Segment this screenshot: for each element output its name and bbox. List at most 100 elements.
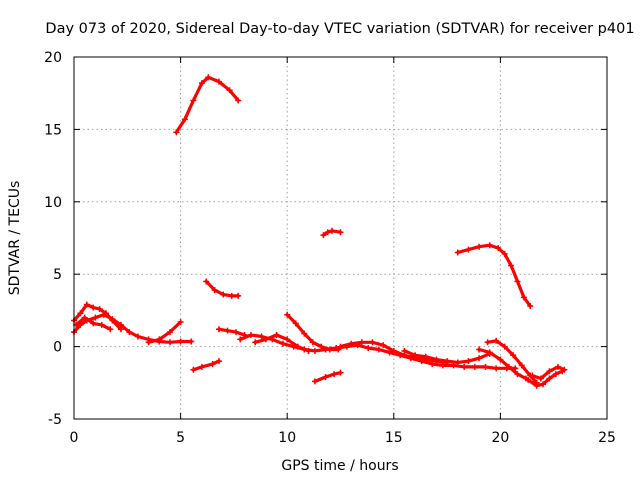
- chart-title: Day 073 of 2020, Sidereal Day-to-day VTE…: [45, 21, 634, 37]
- data-point: [433, 356, 440, 363]
- data-point: [476, 243, 483, 250]
- data-point: [552, 371, 559, 378]
- data-point: [514, 278, 521, 285]
- data-point: [198, 80, 205, 87]
- data-point: [198, 363, 205, 370]
- data-point: [284, 336, 291, 343]
- data-point: [482, 363, 489, 370]
- data-point: [90, 320, 97, 327]
- series-arc-8: [217, 327, 247, 337]
- data-point: [203, 278, 210, 285]
- x-tick-label: 10: [278, 430, 296, 446]
- data-point: [166, 329, 173, 336]
- data-point: [166, 339, 173, 346]
- data-point: [471, 363, 478, 370]
- data-point: [331, 371, 338, 378]
- data-point: [465, 358, 472, 365]
- data-point: [109, 317, 116, 324]
- data-point: [454, 249, 461, 256]
- data-point: [126, 329, 133, 336]
- data-point: [311, 378, 318, 385]
- data-point: [324, 229, 331, 236]
- series-layer: [71, 74, 568, 389]
- data-point: [412, 352, 419, 359]
- data-point: [107, 326, 114, 333]
- data-point: [237, 336, 244, 343]
- x-tick-label: 5: [176, 430, 185, 446]
- data-point: [226, 87, 233, 94]
- y-tick-label: 5: [53, 267, 62, 283]
- data-point: [205, 74, 212, 81]
- data-point: [561, 366, 568, 373]
- y-tick-label: 10: [44, 195, 62, 211]
- y-tick-label: -5: [48, 412, 62, 428]
- data-point: [102, 310, 109, 317]
- data-point: [358, 339, 365, 346]
- data-point: [188, 338, 195, 345]
- data-point: [322, 374, 329, 381]
- data-point: [318, 343, 325, 350]
- plot-frame: [73, 56, 608, 420]
- data-point: [501, 343, 508, 350]
- series-arc-16: [456, 243, 532, 308]
- data-point: [252, 339, 259, 346]
- data-point: [262, 336, 269, 343]
- x-tick-label: 15: [385, 430, 403, 446]
- data-point: [301, 330, 308, 337]
- data-point: [529, 372, 536, 379]
- data-point: [518, 362, 525, 369]
- data-point: [486, 349, 493, 356]
- data-point: [156, 336, 163, 343]
- x-tick-label: 20: [491, 430, 509, 446]
- y-tick-label: 15: [44, 122, 62, 138]
- data-point: [380, 342, 387, 349]
- data-point: [173, 129, 180, 136]
- data-point: [190, 366, 197, 373]
- data-point: [540, 381, 547, 388]
- grid: [74, 57, 607, 419]
- data-point: [484, 339, 491, 346]
- data-point: [514, 371, 521, 378]
- data-point: [454, 359, 461, 366]
- data-point: [554, 363, 561, 370]
- data-point: [337, 369, 344, 376]
- data-point: [305, 347, 312, 354]
- data-point: [311, 347, 318, 354]
- data-point: [493, 365, 500, 372]
- data-point: [520, 294, 527, 301]
- data-point: [546, 375, 553, 382]
- data-point: [228, 292, 235, 299]
- data-point: [497, 356, 504, 363]
- data-point: [247, 332, 254, 339]
- data-point: [465, 246, 472, 253]
- data-point: [320, 232, 327, 239]
- data-point: [348, 340, 355, 347]
- data-point: [258, 333, 265, 340]
- series-arc-13: [313, 371, 343, 383]
- series-arc-9: [238, 333, 517, 370]
- data-point: [533, 382, 540, 389]
- data-point: [294, 343, 301, 350]
- data-point: [525, 376, 532, 383]
- data-point: [284, 311, 291, 318]
- data-point: [537, 375, 544, 382]
- data-point: [145, 339, 152, 346]
- data-point: [273, 332, 280, 339]
- data-point: [235, 292, 242, 299]
- x-axis-label: GPS time / hours: [281, 458, 398, 474]
- data-point: [77, 310, 84, 317]
- data-point: [81, 314, 88, 321]
- y-tick-label: 0: [53, 340, 62, 356]
- data-point: [326, 346, 333, 353]
- data-point: [98, 321, 105, 328]
- data-point: [476, 346, 483, 353]
- data-point: [505, 363, 512, 370]
- data-point: [493, 337, 500, 344]
- series-arc-4: [147, 320, 183, 344]
- data-point: [495, 245, 502, 252]
- data-point: [92, 314, 99, 321]
- data-point: [292, 320, 299, 327]
- data-point: [486, 242, 493, 249]
- y-tick-label: 20: [44, 50, 62, 66]
